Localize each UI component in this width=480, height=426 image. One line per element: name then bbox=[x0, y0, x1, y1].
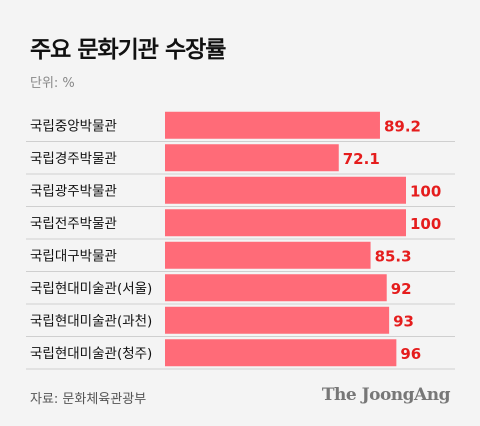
value-label: 92 bbox=[391, 280, 412, 298]
value-label: 100 bbox=[410, 215, 441, 233]
bar bbox=[165, 111, 380, 139]
value-label: 89.2 bbox=[384, 117, 421, 135]
category-label: 국립경주박물관 bbox=[30, 151, 117, 167]
bar bbox=[165, 306, 390, 334]
bar bbox=[165, 209, 406, 237]
bar bbox=[165, 144, 339, 172]
value-label: 93 bbox=[393, 312, 414, 330]
bar bbox=[165, 339, 397, 367]
category-label: 국립전주박물관 bbox=[30, 216, 117, 232]
unit-label: 단위: % bbox=[30, 76, 75, 91]
chart-title: 주요 문화기관 수장률 bbox=[30, 37, 226, 63]
category-label: 국립중앙박물관 bbox=[30, 118, 117, 134]
category-label: 국립현대미술관(과천) bbox=[30, 313, 152, 329]
bar bbox=[165, 274, 387, 302]
category-label: 국립광주박물관 bbox=[30, 183, 117, 199]
category-label: 국립현대미술관(청주) bbox=[30, 346, 152, 362]
source-note: 자료: 문화체육관광부 bbox=[30, 392, 147, 407]
category-label: 국립현대미술관(서울) bbox=[30, 281, 152, 297]
value-label: 72.1 bbox=[343, 150, 380, 168]
bar bbox=[165, 241, 371, 269]
publisher-logo: The JoongAng bbox=[321, 385, 451, 405]
bar bbox=[165, 176, 406, 204]
value-label: 96 bbox=[400, 345, 421, 363]
category-label: 국립대구박물관 bbox=[30, 248, 117, 264]
value-label: 100 bbox=[410, 182, 441, 200]
value-label: 85.3 bbox=[375, 247, 412, 265]
